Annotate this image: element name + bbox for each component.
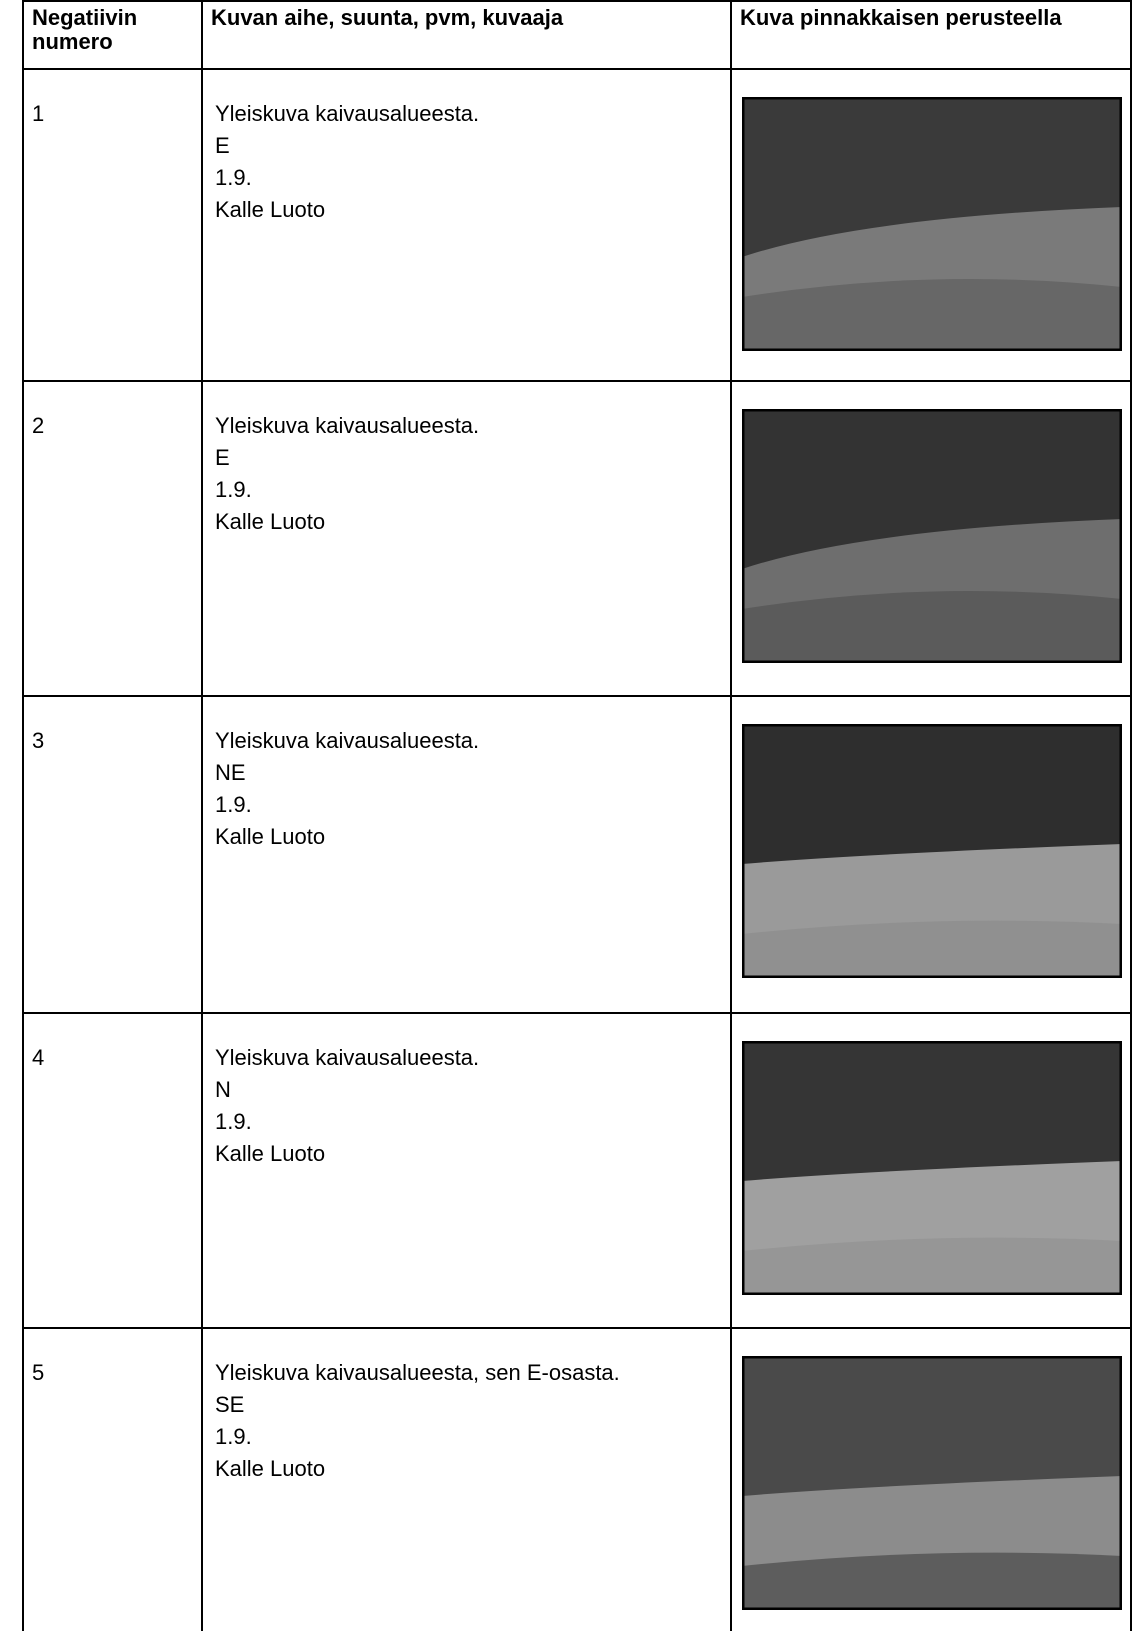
description-line: E (215, 445, 230, 470)
column-header: Kuva pinnakkaisen perusteella (740, 5, 1062, 30)
row-border (22, 1327, 1132, 1329)
description-line: 1.9. (215, 1109, 252, 1134)
description-line: Yleiskuva kaivausalueesta. (215, 1045, 480, 1070)
row-border (22, 695, 1132, 697)
photo (742, 1356, 1122, 1610)
description-line: NE (215, 760, 246, 785)
row-border (22, 380, 1132, 382)
negative-number: 2 (32, 413, 45, 438)
column-border (201, 0, 203, 1631)
description-line: 1.9. (215, 165, 252, 190)
description-line: Kalle Luoto (215, 509, 326, 534)
description-line: 1.9. (215, 792, 252, 817)
column-border (1130, 0, 1132, 1631)
description-line: Yleiskuva kaivausalueesta. (215, 101, 480, 126)
row-border (22, 0, 1132, 2)
column-header: Negatiivin numero (32, 5, 138, 54)
description-line: SE (215, 1392, 245, 1417)
row-border (22, 1012, 1132, 1014)
description-line: Yleiskuva kaivausalueesta, sen E-osasta. (215, 1360, 620, 1385)
photo (742, 1041, 1122, 1295)
description-line: Kalle Luoto (215, 197, 326, 222)
photo (742, 724, 1122, 978)
description-line: Kalle Luoto (215, 1141, 326, 1166)
description-line: Yleiskuva kaivausalueesta. (215, 413, 480, 438)
column-border (22, 0, 24, 1631)
column-header: Kuvan aihe, suunta, pvm, kuvaaja (211, 5, 564, 30)
negative-number: 3 (32, 728, 45, 753)
description-line: 1.9. (215, 1424, 252, 1449)
negative-number: 4 (32, 1045, 45, 1070)
row-border (22, 68, 1132, 70)
description-line: 1.9. (215, 477, 252, 502)
negative-number: 5 (32, 1360, 45, 1385)
negative-number: 1 (32, 101, 45, 126)
description-line: N (215, 1077, 231, 1102)
description-line: E (215, 133, 230, 158)
column-border (730, 0, 732, 1631)
description-line: Kalle Luoto (215, 1456, 326, 1481)
photo (742, 97, 1122, 351)
description-line: Yleiskuva kaivausalueesta. (215, 728, 480, 753)
photo (742, 409, 1122, 663)
description-line: Kalle Luoto (215, 824, 326, 849)
